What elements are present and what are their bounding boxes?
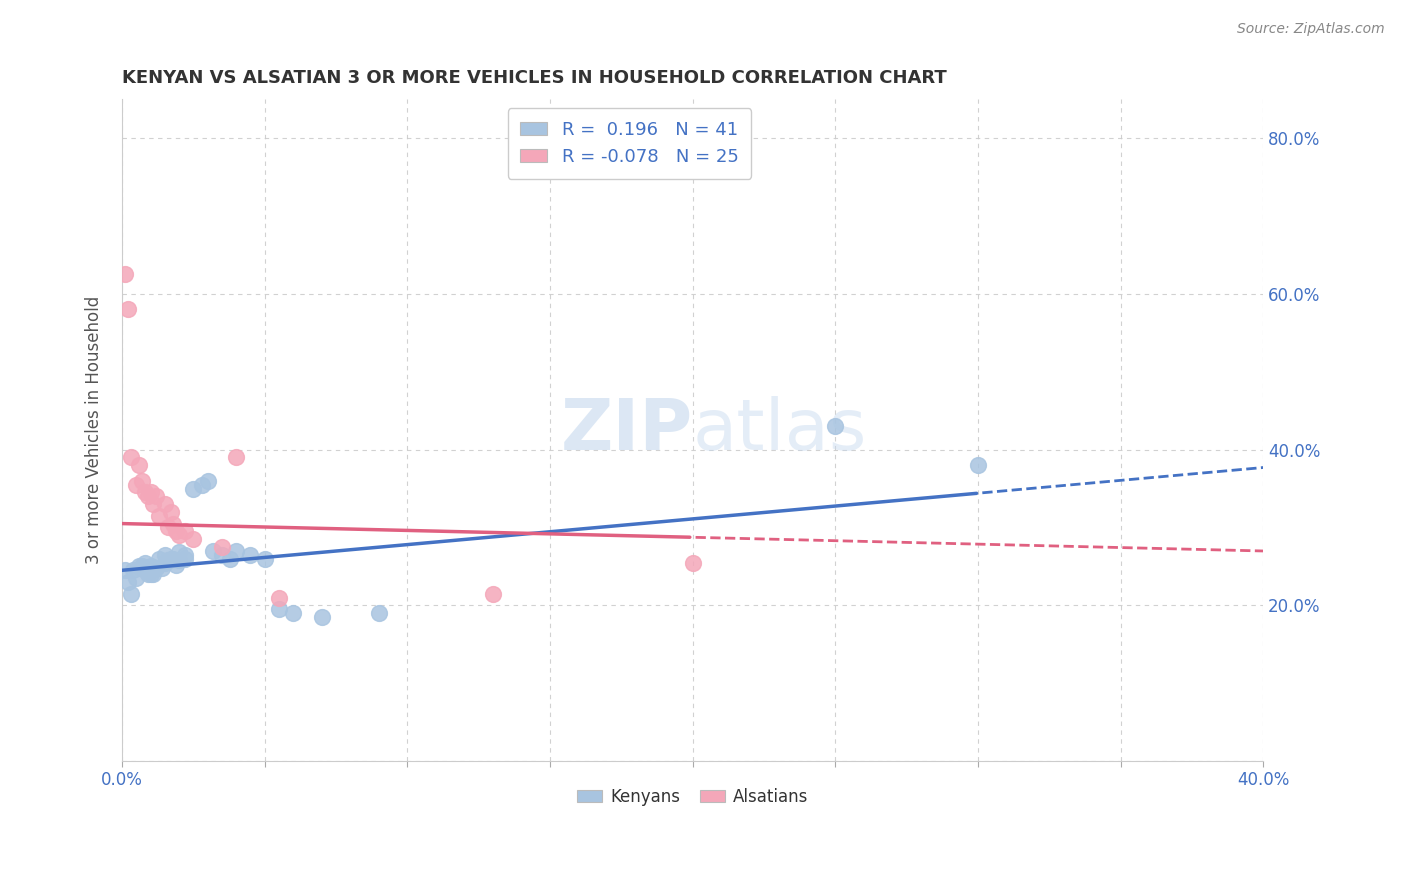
Point	[211, 540, 233, 554]
Point	[165, 524, 187, 539]
Point	[114, 563, 136, 577]
Point	[173, 548, 195, 562]
Point	[139, 559, 162, 574]
Point	[219, 551, 242, 566]
Point	[156, 520, 179, 534]
Point	[134, 563, 156, 577]
Point	[128, 458, 150, 472]
Text: KENYAN VS ALSATIAN 3 OR MORE VEHICLES IN HOUSEHOLD CORRELATION CHART: KENYAN VS ALSATIAN 3 OR MORE VEHICLES IN…	[122, 69, 946, 87]
Point	[211, 548, 233, 562]
Y-axis label: 3 or more Vehicles in Household: 3 or more Vehicles in Household	[86, 296, 103, 565]
Point	[267, 602, 290, 616]
Point	[159, 505, 181, 519]
Point	[191, 477, 214, 491]
Point	[148, 551, 170, 566]
Point	[131, 559, 153, 574]
Point	[145, 489, 167, 503]
Point	[202, 544, 225, 558]
Point	[150, 561, 173, 575]
Point	[153, 548, 176, 562]
Point	[122, 563, 145, 577]
Point	[134, 556, 156, 570]
Point	[162, 551, 184, 566]
Point	[114, 268, 136, 282]
Point	[239, 548, 262, 562]
Point	[197, 474, 219, 488]
Point	[156, 553, 179, 567]
Point	[153, 497, 176, 511]
Point	[183, 482, 205, 496]
Point	[824, 419, 846, 434]
Point	[173, 524, 195, 539]
Point	[145, 561, 167, 575]
Point	[117, 574, 139, 589]
Point	[253, 551, 276, 566]
Point	[136, 567, 159, 582]
Point	[142, 567, 165, 582]
Point	[167, 528, 190, 542]
Point	[131, 474, 153, 488]
Point	[167, 553, 190, 567]
Point	[225, 450, 247, 465]
Point	[225, 544, 247, 558]
Point	[311, 610, 333, 624]
Point	[367, 606, 389, 620]
Point	[165, 558, 187, 572]
Point	[128, 559, 150, 574]
Point	[120, 587, 142, 601]
Point	[482, 587, 505, 601]
Point	[125, 477, 148, 491]
Text: atlas: atlas	[693, 396, 868, 465]
Point	[267, 591, 290, 605]
Point	[159, 551, 181, 566]
Text: ZIP: ZIP	[561, 396, 693, 465]
Point	[134, 485, 156, 500]
Point	[283, 606, 305, 620]
Point	[148, 508, 170, 523]
Point	[162, 516, 184, 531]
Point	[136, 489, 159, 503]
Point	[183, 532, 205, 546]
Point	[153, 556, 176, 570]
Point	[967, 458, 990, 472]
Point	[173, 551, 195, 566]
Point	[120, 450, 142, 465]
Text: Source: ZipAtlas.com: Source: ZipAtlas.com	[1237, 22, 1385, 37]
Point	[139, 567, 162, 582]
Point	[117, 302, 139, 317]
Point	[142, 497, 165, 511]
Point	[167, 545, 190, 559]
Point	[139, 485, 162, 500]
Point	[125, 571, 148, 585]
Point	[682, 556, 704, 570]
Legend: Kenyans, Alsatians: Kenyans, Alsatians	[569, 781, 815, 813]
